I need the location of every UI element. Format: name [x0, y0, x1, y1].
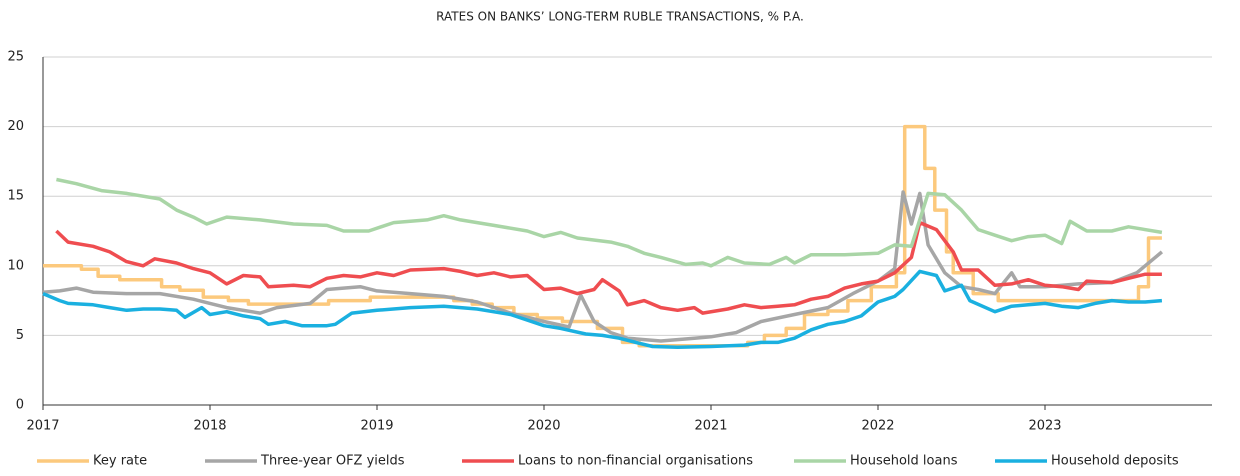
y-tick-label: 20 [7, 119, 24, 134]
y-tick-label: 15 [7, 189, 24, 204]
legend-label: Three-year OFZ yields [260, 454, 405, 469]
legend-label: Key rate [93, 454, 147, 469]
chart-title: RATES ON BANKS’ LONG-TERM RUBLE TRANSACT… [436, 10, 804, 24]
legend-label: Household deposits [1051, 454, 1179, 469]
x-tick-label: 2021 [694, 419, 727, 434]
series-line [56, 177, 1163, 268]
x-tick-label: 2022 [861, 419, 894, 434]
y-tick-label: 10 [7, 258, 24, 273]
y-tick-label: 5 [16, 328, 24, 343]
legend-label: Loans to non-financial organisations [518, 454, 753, 469]
x-tick-label: 2019 [360, 419, 393, 434]
x-tick-label: 2017 [26, 419, 59, 434]
series-line [42, 269, 1163, 349]
legend-label: Household loans [850, 454, 958, 469]
series-line [42, 190, 1164, 343]
y-tick-label: 0 [16, 398, 24, 413]
x-tick-label: 2018 [193, 419, 226, 434]
y-tick-label: 25 [7, 50, 24, 65]
series-line [55, 220, 1162, 315]
x-tick-label: 2023 [1028, 419, 1061, 434]
x-tick-label: 2020 [527, 419, 560, 434]
